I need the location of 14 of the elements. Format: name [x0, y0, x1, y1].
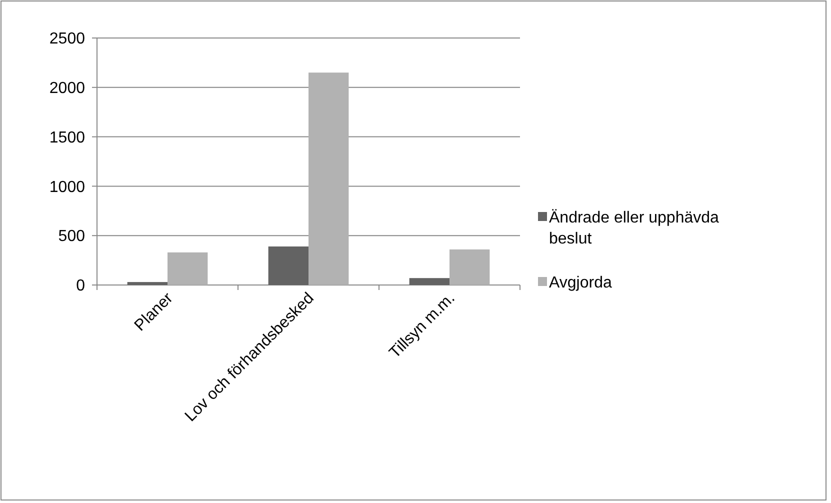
y-tick-label: 1500	[49, 129, 86, 146]
bar	[127, 282, 168, 285]
y-tick-label: 2500	[49, 30, 86, 48]
y-tick-label: 0	[76, 278, 86, 295]
legend-label: Avgjorda	[549, 274, 612, 292]
bar	[308, 72, 349, 285]
bar	[168, 252, 208, 285]
bar	[268, 246, 308, 285]
y-tick-label: 1000	[49, 178, 86, 196]
legend-label: Ändrade eller upphävda beslut	[549, 208, 720, 248]
bar	[409, 278, 450, 285]
bar	[450, 249, 490, 285]
y-tick-label: 2000	[49, 80, 86, 97]
y-tick-label: 500	[58, 228, 86, 246]
